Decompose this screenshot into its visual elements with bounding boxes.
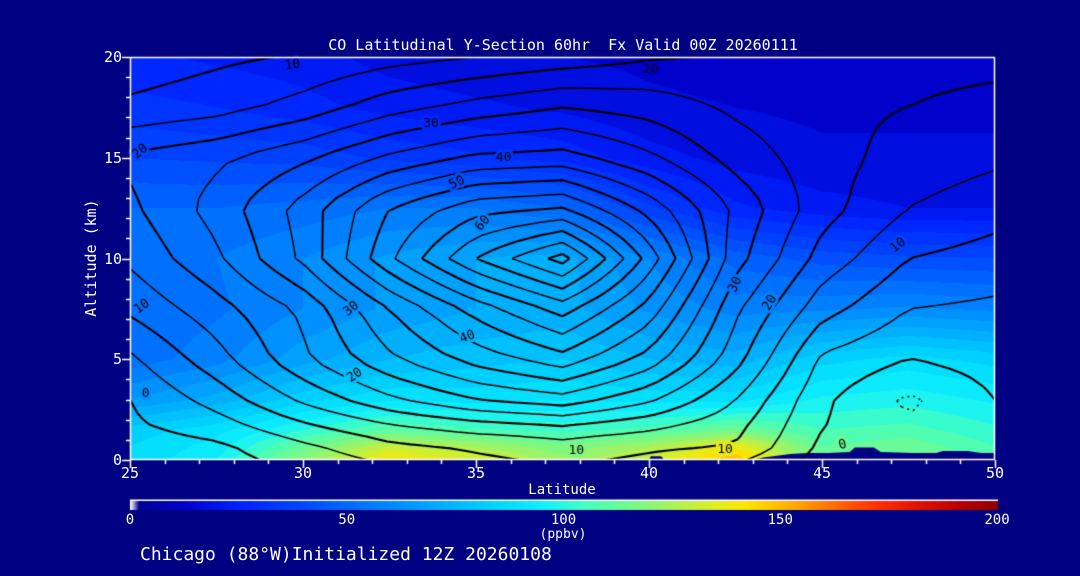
y-tick-label-0: 0 (112, 451, 122, 469)
y-tick-label-15: 15 (103, 148, 122, 167)
x-axis-label: Latitude (528, 482, 596, 498)
colorbar-units-label: (ppbv) (539, 527, 587, 542)
x-tick-label-45: 45 (812, 464, 832, 482)
x-tick-label-35: 35 (466, 464, 486, 482)
x-tick-label-25: 25 (120, 464, 140, 482)
colorbar-tick-label-0: 0 (125, 512, 135, 528)
x-tick-label-40: 40 (639, 464, 659, 482)
y-tick-label-5: 5 (112, 350, 122, 369)
colorbar-tick-label-150: 150 (767, 512, 793, 528)
y-tick-label-10: 10 (103, 249, 122, 268)
chart-title: CO Latitudinal Y-Section 60hr Fx Valid 0… (328, 36, 798, 54)
colorbar-tick-label-100: 100 (550, 512, 577, 528)
footer-annotation: Chicago (88°W)Initialized 12Z 20260108 (140, 544, 552, 565)
x-tick-label-50: 50 (985, 464, 1005, 482)
colorbar-tick-label-50: 50 (338, 512, 356, 528)
y-tick-label-20: 20 (103, 48, 122, 66)
x-tick-label-30: 30 (293, 464, 313, 482)
colorbar-tick-label-200: 200 (984, 512, 1010, 528)
